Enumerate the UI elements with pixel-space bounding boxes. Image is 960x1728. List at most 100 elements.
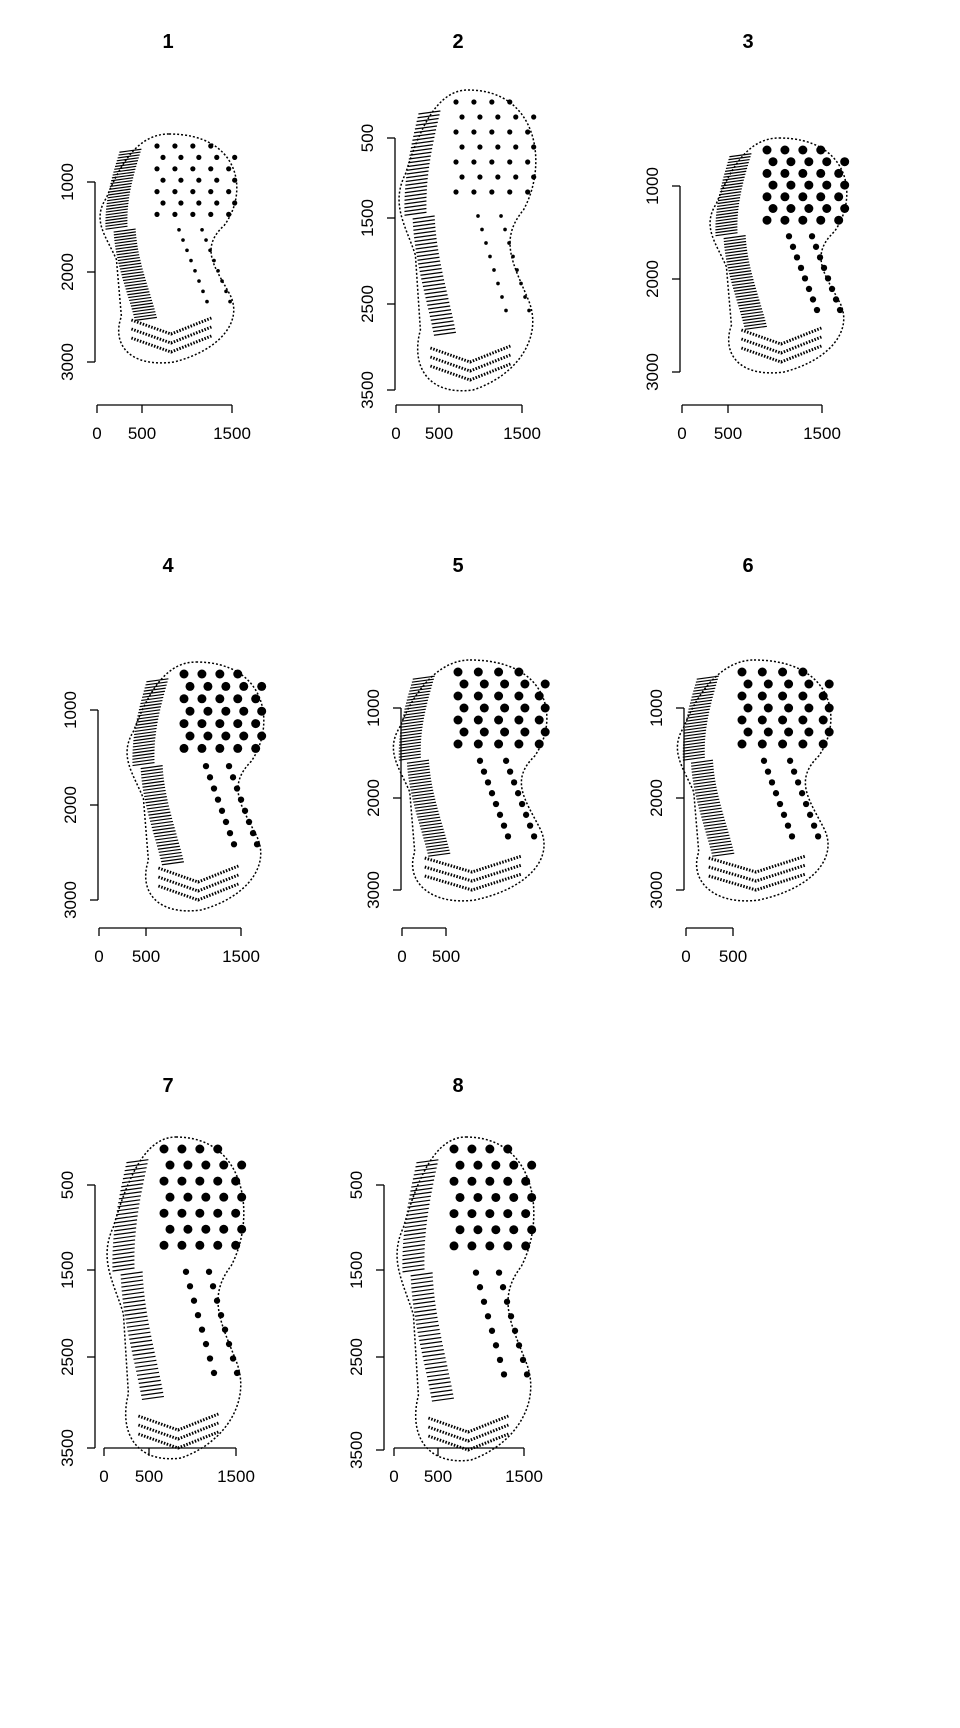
edge-stripe (708, 840, 732, 845)
edge-stripe (107, 191, 131, 196)
edge-stripe (135, 1363, 158, 1368)
tread-dot (459, 114, 465, 120)
edge-stripe (413, 1171, 436, 1176)
edge-stripe (142, 780, 165, 785)
edge-stripe (423, 1357, 446, 1362)
panel-3: 3 0 500 1500 1000 2000 3000 (643, 31, 850, 443)
edge-stripe (406, 174, 429, 179)
edge-stripe (412, 1175, 435, 1180)
panel-title: 6 (742, 555, 753, 577)
tread-dot (185, 248, 189, 253)
edge-stripe (427, 301, 450, 306)
edge-stripe (133, 737, 156, 742)
edge-stripe (134, 724, 158, 729)
edge-stripe (724, 170, 747, 175)
tread-dot (453, 189, 459, 195)
edge-stripe (723, 173, 746, 178)
tread-dot (213, 1144, 223, 1154)
edge-stripe (127, 1327, 150, 1332)
edge-stripe (431, 1397, 454, 1402)
tread-dot (453, 159, 459, 165)
edge-stripe (150, 820, 173, 826)
tread-dot (221, 706, 231, 716)
edge-stripe (122, 1291, 145, 1296)
tread-dot (232, 177, 238, 183)
tread-dot (737, 691, 747, 701)
tread-dot (217, 1312, 225, 1319)
edge-stripe (724, 243, 747, 248)
edge-stripe (729, 270, 752, 275)
edge-stripe (158, 848, 181, 853)
edge-stripe (689, 702, 712, 707)
tread-dot (218, 807, 226, 814)
tread-dot (233, 743, 243, 753)
edge-stripe (416, 1324, 439, 1329)
edge-stripe (404, 189, 427, 194)
tread-dot (185, 731, 195, 741)
edge-stripe (403, 1239, 426, 1245)
tread-dot (507, 1313, 515, 1320)
edge-stripe (709, 843, 732, 848)
shoeprint (106, 1136, 247, 1460)
edge-stripe (411, 1183, 434, 1188)
edge-stripe (428, 852, 451, 857)
edge-stripe (123, 279, 146, 284)
heel-chevron (740, 344, 822, 364)
edge-stripe (413, 132, 436, 138)
edge-stripe (724, 167, 748, 172)
tread-dot (183, 1224, 193, 1234)
tread-dot (762, 168, 772, 178)
edge-stripe (154, 833, 177, 838)
tread-dot (476, 757, 484, 764)
edge-stripe (414, 234, 437, 239)
edge-stripe (410, 1276, 433, 1281)
panel-title: 1 (162, 31, 173, 53)
edge-stripe (112, 171, 135, 176)
tread-dot (233, 669, 243, 679)
edge-stripe (410, 786, 433, 791)
edge-stripe (427, 849, 450, 854)
edge-stripe (700, 810, 723, 815)
heel-chevron (427, 1414, 509, 1434)
tread-dot (492, 1342, 500, 1349)
edge-stripe (410, 1272, 433, 1277)
tread-dot (197, 719, 207, 729)
tread-dot (202, 1340, 210, 1348)
tread-dot (484, 779, 492, 786)
tread-dot (195, 1240, 205, 1250)
edge-stripe (404, 207, 427, 213)
edge-stripe (424, 837, 447, 842)
shoeprint (676, 659, 834, 902)
edge-stripe (433, 327, 456, 333)
tread-dot (251, 719, 261, 729)
edge-stripe (408, 159, 431, 164)
edge-stripe (420, 825, 443, 830)
edge-stripe (432, 324, 455, 329)
tread-dot (509, 1192, 519, 1202)
tread-dot (172, 143, 178, 149)
edge-stripe (139, 703, 162, 708)
forefoot-tread (159, 1144, 247, 1377)
tread-dot (496, 1356, 504, 1364)
edge-stripe (122, 1175, 145, 1180)
edge-stripe (125, 1163, 148, 1168)
edge-stripe (405, 177, 428, 183)
y-tick-label: 2000 (643, 260, 662, 298)
tread-dot (785, 233, 793, 240)
edge-stripe (414, 241, 438, 246)
edge-stripe (105, 219, 128, 225)
edge-stripe (161, 858, 184, 863)
edge-stripe (414, 1167, 437, 1172)
edge-stripe (409, 783, 433, 788)
edge-stripe (116, 251, 139, 256)
tread-dot (205, 1268, 213, 1275)
tread-dot (822, 204, 832, 213)
tread-dot (209, 1283, 217, 1290)
edge-stripe (408, 690, 431, 695)
y-tick-label: 3500 (58, 1429, 77, 1467)
edge-stripe (114, 239, 137, 245)
tread-dot (221, 1326, 229, 1333)
edge-stripe (739, 305, 762, 310)
tread-dot (499, 214, 503, 218)
edge-stripe (399, 738, 422, 743)
